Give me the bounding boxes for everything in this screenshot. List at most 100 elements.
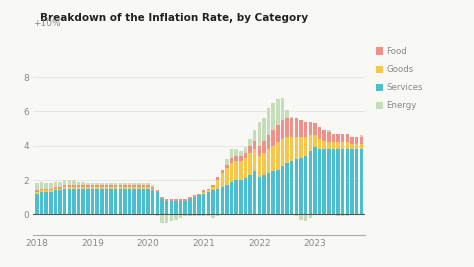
Bar — [54, 190, 57, 214]
Bar — [290, 118, 293, 137]
Bar — [239, 151, 243, 156]
Bar — [285, 137, 289, 163]
Bar — [109, 183, 113, 185]
Bar — [216, 176, 219, 180]
Bar — [86, 183, 90, 185]
Bar — [216, 180, 219, 189]
Bar — [72, 189, 76, 214]
Bar — [54, 187, 57, 189]
Bar — [318, 127, 321, 139]
Bar — [40, 192, 43, 214]
Bar — [360, 135, 363, 137]
Bar — [137, 187, 141, 189]
Bar — [105, 183, 108, 185]
Bar — [272, 171, 275, 214]
Bar — [132, 183, 136, 185]
Bar — [267, 135, 270, 149]
Bar — [235, 161, 238, 180]
Bar — [244, 178, 247, 214]
Bar — [170, 214, 173, 221]
Bar — [309, 214, 312, 218]
Bar — [95, 185, 99, 187]
Bar — [82, 182, 85, 185]
Bar — [299, 120, 303, 137]
Bar — [109, 189, 113, 214]
Bar — [313, 147, 317, 214]
Text: Breakdown of the Inflation Rate, by Category: Breakdown of the Inflation Rate, by Cate… — [40, 14, 308, 23]
Bar — [230, 163, 233, 182]
Bar — [183, 201, 187, 214]
Bar — [350, 149, 354, 214]
Bar — [318, 139, 321, 149]
Bar — [123, 185, 127, 187]
Bar — [183, 199, 187, 201]
Bar — [82, 185, 85, 187]
Bar — [355, 149, 358, 214]
Bar — [188, 199, 191, 214]
Bar — [230, 158, 233, 163]
Bar — [95, 189, 99, 214]
Bar — [105, 187, 108, 189]
Bar — [211, 187, 215, 190]
Bar — [123, 189, 127, 214]
Bar — [40, 182, 43, 189]
Bar — [35, 190, 38, 192]
Bar — [248, 139, 252, 146]
Bar — [220, 173, 224, 187]
Bar — [165, 201, 168, 214]
Bar — [100, 183, 103, 185]
Bar — [248, 175, 252, 214]
Bar — [165, 199, 168, 201]
Bar — [304, 156, 308, 214]
Bar — [304, 137, 308, 156]
Bar — [244, 147, 247, 152]
Bar — [183, 214, 187, 216]
Bar — [105, 185, 108, 187]
Bar — [267, 173, 270, 214]
Bar — [63, 185, 66, 187]
Bar — [285, 118, 289, 137]
Bar — [63, 189, 66, 214]
Bar — [100, 189, 103, 214]
Bar — [299, 137, 303, 158]
Bar — [82, 189, 85, 214]
Bar — [285, 110, 289, 118]
Bar — [239, 161, 243, 180]
Bar — [332, 134, 335, 142]
Bar — [304, 214, 308, 221]
Legend: Food, Goods, Services, Energy: Food, Goods, Services, Energy — [376, 47, 423, 110]
Bar — [257, 156, 261, 176]
Text: +10%: +10% — [33, 19, 61, 28]
Bar — [244, 152, 247, 158]
Bar — [309, 135, 312, 151]
Bar — [109, 185, 113, 187]
Bar — [72, 187, 76, 189]
Bar — [295, 159, 298, 214]
Bar — [188, 197, 191, 199]
Bar — [202, 194, 205, 214]
Bar — [225, 164, 228, 168]
Bar — [40, 190, 43, 192]
Bar — [193, 197, 196, 214]
Bar — [128, 187, 131, 189]
Bar — [77, 185, 80, 187]
Bar — [155, 190, 159, 192]
Bar — [346, 142, 349, 149]
Bar — [295, 137, 298, 159]
Bar — [360, 149, 363, 214]
Bar — [290, 137, 293, 161]
Bar — [267, 108, 270, 135]
Bar — [68, 189, 71, 214]
Bar — [281, 98, 284, 120]
Bar — [49, 189, 53, 190]
Bar — [304, 122, 308, 137]
Bar — [253, 140, 256, 149]
Bar — [151, 190, 155, 214]
Bar — [230, 182, 233, 214]
Bar — [49, 190, 53, 192]
Bar — [355, 144, 358, 149]
Bar — [332, 149, 335, 214]
Bar — [123, 183, 127, 185]
Bar — [346, 149, 349, 214]
Bar — [248, 152, 252, 175]
